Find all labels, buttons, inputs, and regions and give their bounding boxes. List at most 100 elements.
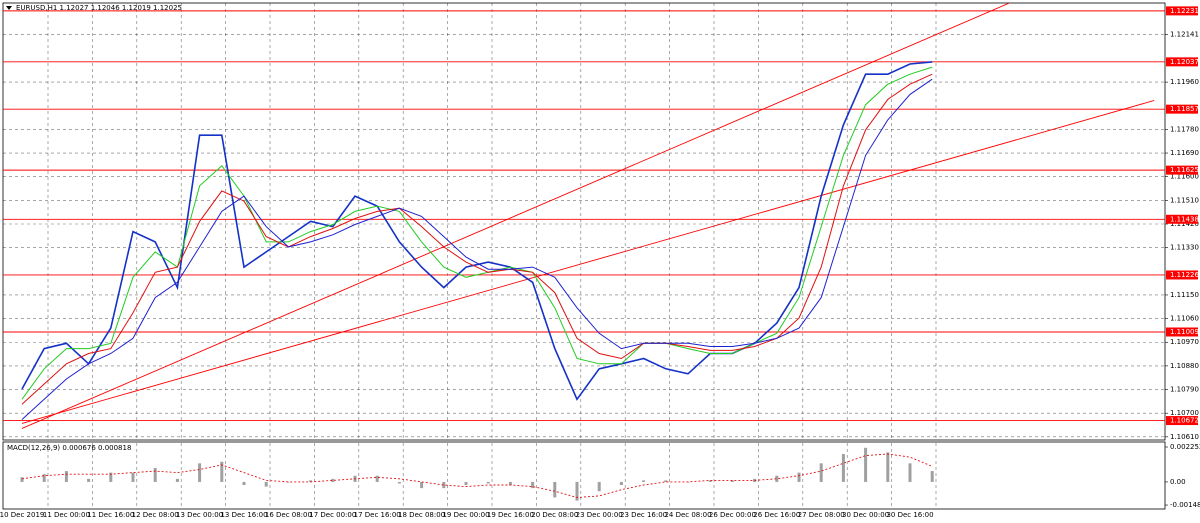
macd-histogram-bar bbox=[575, 481, 579, 501]
x-tick-label: 13 Dec 00:00 bbox=[176, 511, 223, 519]
level-label: 1.11226 bbox=[1170, 271, 1199, 279]
level-label-box bbox=[1166, 57, 1198, 67]
macd-histogram-bar bbox=[597, 481, 601, 492]
macd-histogram-bar bbox=[464, 481, 468, 486]
y-tick-label: 1.11600 bbox=[1170, 173, 1199, 181]
y-tick-label: 1.11690 bbox=[1170, 149, 1199, 157]
x-tick-label: 11 Dec 00:00 bbox=[43, 511, 90, 519]
macd-signal-line bbox=[21, 453, 933, 498]
macd-histogram-bar bbox=[930, 471, 934, 482]
price-line bbox=[21, 61, 933, 401]
level-label: 1.10672 bbox=[1170, 417, 1199, 425]
macd-histogram-bar bbox=[64, 471, 68, 482]
macd-histogram-bar bbox=[886, 452, 890, 482]
y-tick-label: 1.11150 bbox=[1170, 291, 1199, 299]
macd-panel-frame bbox=[2, 441, 1166, 510]
level-label: 1.12037 bbox=[1170, 58, 1199, 66]
x-tick-label: 16 Dec 08:00 bbox=[265, 511, 312, 519]
x-tick-label: 20 Dec 08:00 bbox=[531, 511, 578, 519]
trend-line bbox=[21, 100, 1155, 424]
y-tick-label: 1.12141 bbox=[1170, 31, 1199, 39]
level-label-box bbox=[1166, 6, 1198, 16]
x-tick-label: 26 Dec 16:00 bbox=[753, 511, 800, 519]
x-tick-label: 26 Dec 00:00 bbox=[709, 511, 756, 519]
x-tick-label: 24 Dec 08:00 bbox=[664, 511, 711, 519]
level-label-box bbox=[1166, 327, 1198, 337]
macd-histogram-bar bbox=[420, 481, 424, 489]
macd-histogram-bar bbox=[331, 478, 335, 482]
x-tick-label: 18 Dec 08:00 bbox=[398, 511, 445, 519]
macd-histogram-bar bbox=[309, 480, 313, 482]
macd-histogram-bar bbox=[619, 481, 623, 486]
macd-histogram-bar bbox=[553, 481, 557, 498]
macd-histogram-bar bbox=[642, 480, 646, 482]
level-label: 1.11438 bbox=[1170, 215, 1199, 223]
y-tick-label: 1.10880 bbox=[1170, 362, 1199, 370]
level-label-box bbox=[1166, 270, 1198, 280]
macd-histogram-bar bbox=[819, 463, 823, 482]
macd-histogram-bar bbox=[175, 478, 179, 482]
macd-histogram-bar bbox=[264, 481, 268, 487]
y-tick-label: 1.10790 bbox=[1170, 386, 1199, 394]
macd-histogram-bar bbox=[442, 481, 446, 489]
moving-average-line bbox=[21, 78, 933, 420]
macd-histogram-bar bbox=[664, 480, 668, 482]
y-tick-label: 1.10970 bbox=[1170, 338, 1199, 346]
macd-histogram-bar bbox=[864, 447, 868, 482]
x-tick-label: 17 Dec 16:00 bbox=[354, 511, 401, 519]
y-tick-label: 1.10610 bbox=[1170, 433, 1199, 441]
trend-line bbox=[21, 3, 1011, 429]
macd-histogram-bar bbox=[841, 454, 845, 482]
macd-histogram-bar bbox=[797, 472, 801, 482]
macd-histogram-bar bbox=[730, 480, 734, 482]
moving-average-line bbox=[21, 73, 933, 405]
macd-histogram-bar bbox=[531, 481, 535, 489]
y-tick-label: 0.00 bbox=[1170, 478, 1186, 486]
level-label: 1.11625 bbox=[1170, 166, 1199, 174]
x-tick-label: 30 Dec 16:00 bbox=[886, 511, 933, 519]
main-panel-frame bbox=[2, 2, 1166, 441]
level-label: 1.12231 bbox=[1170, 7, 1199, 15]
symbol-menu-icon[interactable] bbox=[6, 6, 12, 10]
y-tick-label: 1.11330 bbox=[1170, 244, 1199, 252]
chart-title: EURUSD,H1 1.12027 1.12046 1.12019 1.1202… bbox=[16, 4, 182, 12]
y-tick-label: 1.11960 bbox=[1170, 78, 1199, 86]
macd-histogram-bar bbox=[109, 472, 113, 482]
macd-histogram-bar bbox=[220, 461, 224, 482]
macd-histogram-bar bbox=[20, 477, 24, 482]
level-label: 1.11857 bbox=[1170, 105, 1199, 113]
macd-histogram-bar bbox=[708, 480, 712, 482]
macd-histogram-bar bbox=[508, 481, 512, 486]
y-tick-label: -0.001489 bbox=[1170, 501, 1200, 509]
x-tick-label: 23 Dec 16:00 bbox=[620, 511, 667, 519]
moving-average-line bbox=[21, 66, 933, 400]
y-tick-label: 1.10700 bbox=[1170, 409, 1199, 417]
level-label-box bbox=[1166, 104, 1198, 114]
macd-histogram-bar bbox=[242, 481, 246, 486]
y-tick-label: 1.11420 bbox=[1170, 220, 1199, 228]
level-label-box bbox=[1166, 165, 1198, 175]
macd-histogram-bar bbox=[198, 463, 202, 482]
level-label-box bbox=[1166, 416, 1198, 426]
y-tick-label: 1.11060 bbox=[1170, 315, 1199, 323]
macd-histogram-bar bbox=[286, 481, 290, 483]
x-tick-label: 17 Dec 00:00 bbox=[309, 511, 356, 519]
macd-histogram-bar bbox=[153, 467, 157, 482]
level-label: 1.11009 bbox=[1170, 328, 1199, 336]
macd-histogram-bar bbox=[42, 474, 46, 482]
x-tick-label: 10 Dec 2019 bbox=[0, 511, 44, 519]
x-tick-label: 11 Dec 16:00 bbox=[87, 511, 134, 519]
x-tick-label: 13 Dec 16:00 bbox=[220, 511, 267, 519]
macd-histogram-bar bbox=[908, 463, 912, 482]
macd-histogram-bar bbox=[397, 481, 401, 484]
macd-histogram-bar bbox=[131, 472, 135, 482]
y-tick-label: 1.11780 bbox=[1170, 125, 1199, 133]
x-tick-label: 30 Dec 00:00 bbox=[842, 511, 889, 519]
macd-histogram-bar bbox=[486, 481, 490, 484]
level-label-box bbox=[1166, 214, 1198, 224]
macd-title: MACD(12,26,9) 0.000676 0.000818 bbox=[7, 444, 131, 452]
macd-histogram-bar bbox=[775, 475, 779, 482]
x-tick-label: 19 Dec 00:00 bbox=[442, 511, 489, 519]
